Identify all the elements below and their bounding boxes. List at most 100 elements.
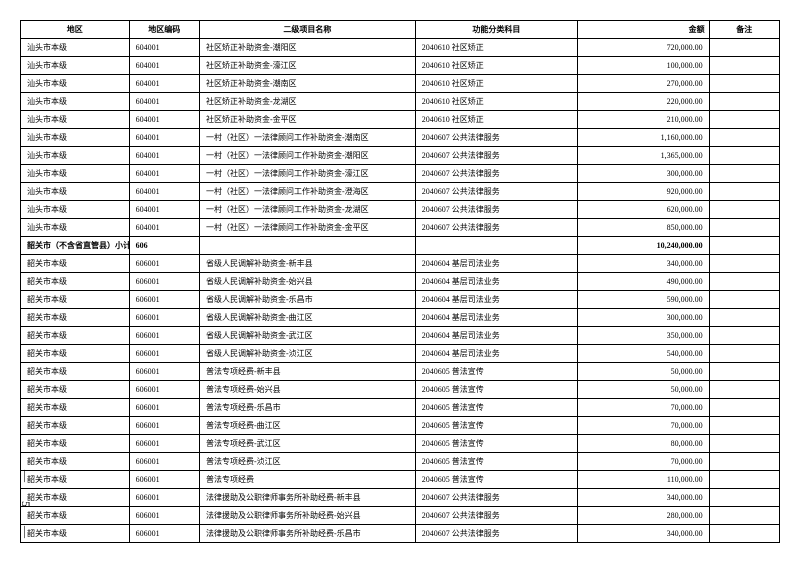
- cell-region: 汕头市本级: [21, 183, 130, 201]
- table-row: 韶关市本级606001省级人民调解补助资金-曲江区2040604 基层司法业务3…: [21, 309, 780, 327]
- cell-amount: 50,000.00: [578, 381, 710, 399]
- cell-region: 汕头市本级: [21, 129, 130, 147]
- cell-remark: [709, 327, 779, 345]
- cell-category: 2040607 公共法律服务: [415, 489, 577, 507]
- cell-region: 韶关市本级: [21, 345, 130, 363]
- cell-project: 法律援助及公职律师事务所补助经费-乐昌市: [199, 525, 415, 543]
- cell-category: 2040605 普法宣传: [415, 417, 577, 435]
- cell-project: 一村（社区）一法律顾问工作补助资金-濠江区: [199, 165, 415, 183]
- cell-code: 604001: [129, 201, 199, 219]
- cell-amount: 850,000.00: [578, 219, 710, 237]
- cell-region: 韶关市本级: [21, 309, 130, 327]
- cell-code: 606001: [129, 453, 199, 471]
- cell-category: 2040607 公共法律服务: [415, 183, 577, 201]
- cell-code: 606001: [129, 507, 199, 525]
- table-row: 汕头市本级604001社区矫正补助资金-潮阳区2040610 社区矫正720,0…: [21, 39, 780, 57]
- cell-amount: 100,000.00: [578, 57, 710, 75]
- cell-code: 606001: [129, 309, 199, 327]
- cell-project: 省级人民调解补助资金-武江区: [199, 327, 415, 345]
- cell-amount: 300,000.00: [578, 165, 710, 183]
- cell-remark: [709, 417, 779, 435]
- cell-code: 606001: [129, 345, 199, 363]
- cell-code: 604001: [129, 111, 199, 129]
- cell-region: 汕头市本级: [21, 219, 130, 237]
- cell-category: 2040604 基层司法业务: [415, 255, 577, 273]
- cell-region: 韶关市本级: [21, 471, 130, 489]
- cell-region: 汕头市本级: [21, 147, 130, 165]
- cell-code: 606001: [129, 291, 199, 309]
- cell-category: 2040610 社区矫正: [415, 111, 577, 129]
- table-row: 韶关市本级606001普法专项经费-乐昌市2040605 普法宣传70,000.…: [21, 399, 780, 417]
- table-row: 汕头市本级604001社区矫正补助资金-金平区2040610 社区矫正210,0…: [21, 111, 780, 129]
- cell-project: 省级人民调解补助资金-新丰县: [199, 255, 415, 273]
- budget-table: 地区 地区编码 二级项目名称 功能分类科目 金额 备注 汕头市本级604001社…: [20, 20, 780, 543]
- cell-code: 604001: [129, 219, 199, 237]
- cell-region: 韶关市本级: [21, 363, 130, 381]
- cell-region: 韶关市本级: [21, 489, 130, 507]
- table-row: 韶关市（不含省直管县）小计60610,240,000.00: [21, 237, 780, 255]
- cell-code: 606: [129, 237, 199, 255]
- table-row: 汕头市本级604001社区矫正补助资金-濠江区2040610 社区矫正100,0…: [21, 57, 780, 75]
- cell-category: 2040605 普法宣传: [415, 363, 577, 381]
- cell-category: 2040604 基层司法业务: [415, 327, 577, 345]
- cell-project: 社区矫正补助资金-潮南区: [199, 75, 415, 93]
- table-body: 汕头市本级604001社区矫正补助资金-潮阳区2040610 社区矫正720,0…: [21, 39, 780, 543]
- cell-project: 省级人民调解补助资金-浈江区: [199, 345, 415, 363]
- table-row: 汕头市本级604001社区矫正补助资金-龙湖区2040610 社区矫正220,0…: [21, 93, 780, 111]
- cell-category: 2040607 公共法律服务: [415, 165, 577, 183]
- cell-region: 韶关市本级: [21, 381, 130, 399]
- cell-project: 社区矫正补助资金-濠江区: [199, 57, 415, 75]
- table-row: 韶关市本级606001省级人民调解补助资金-武江区2040604 基层司法业务3…: [21, 327, 780, 345]
- table-row: 汕头市本级604001一村（社区）一法律顾问工作补助资金-濠江区2040607 …: [21, 165, 780, 183]
- table-row: 韶关市本级606001省级人民调解补助资金-新丰县2040604 基层司法业务3…: [21, 255, 780, 273]
- table-row: 韶关市本级606001省级人民调解补助资金-浈江区2040604 基层司法业务5…: [21, 345, 780, 363]
- cell-region: 韶关市本级: [21, 291, 130, 309]
- cell-remark: [709, 399, 779, 417]
- cell-region: 韶关市本级: [21, 453, 130, 471]
- cell-amount: 270,000.00: [578, 75, 710, 93]
- cell-category: 2040605 普法宣传: [415, 399, 577, 417]
- cell-amount: 220,000.00: [578, 93, 710, 111]
- cell-code: 604001: [129, 165, 199, 183]
- cell-project: 法律援助及公职律师事务所补助经费-新丰县: [199, 489, 415, 507]
- cell-project: 法律援助及公职律师事务所补助经费-始兴县: [199, 507, 415, 525]
- cell-category: 2040605 普法宣传: [415, 453, 577, 471]
- cell-remark: [709, 57, 779, 75]
- cell-project: 普法专项经费-乐昌市: [199, 399, 415, 417]
- cell-project: 一村（社区）一法律顾问工作补助资金-潮南区: [199, 129, 415, 147]
- table-row: 汕头市本级604001社区矫正补助资金-潮南区2040610 社区矫正270,0…: [21, 75, 780, 93]
- cell-category: 2040605 普法宣传: [415, 381, 577, 399]
- cell-category: 2040607 公共法律服务: [415, 147, 577, 165]
- cell-category: 2040604 基层司法业务: [415, 309, 577, 327]
- cell-remark: [709, 93, 779, 111]
- cell-category: 2040610 社区矫正: [415, 39, 577, 57]
- cell-region: 韶关市本级: [21, 507, 130, 525]
- cell-amount: 540,000.00: [578, 345, 710, 363]
- cell-code: 606001: [129, 327, 199, 345]
- cell-remark: [709, 165, 779, 183]
- cell-region: 韶关市本级: [21, 435, 130, 453]
- cell-code: 606001: [129, 399, 199, 417]
- cell-remark: [709, 489, 779, 507]
- cell-code: 606001: [129, 489, 199, 507]
- cell-project: 省级人民调解补助资金-曲江区: [199, 309, 415, 327]
- cell-region: 韶关市本级: [21, 273, 130, 291]
- cell-region: 韶关市本级: [21, 255, 130, 273]
- cell-category: 2040604 基层司法业务: [415, 273, 577, 291]
- cell-category: 2040607 公共法律服务: [415, 507, 577, 525]
- cell-amount: 340,000.00: [578, 489, 710, 507]
- cell-category: 2040607 公共法律服务: [415, 201, 577, 219]
- table-row: 韶关市本级606001普法专项经费-始兴县2040605 普法宣传50,000.…: [21, 381, 780, 399]
- cell-project: 一村（社区）一法律顾问工作补助资金-澄海区: [199, 183, 415, 201]
- cell-project: 社区矫正补助资金-潮阳区: [199, 39, 415, 57]
- cell-code: 606001: [129, 255, 199, 273]
- header-remark: 备注: [709, 21, 779, 39]
- cell-remark: [709, 507, 779, 525]
- cell-region: 韶关市本级: [21, 525, 130, 543]
- cell-region: 汕头市本级: [21, 111, 130, 129]
- cell-amount: 10,240,000.00: [578, 237, 710, 255]
- cell-region: 汕头市本级: [21, 39, 130, 57]
- header-project: 二级项目名称: [199, 21, 415, 39]
- cell-amount: 1,365,000.00: [578, 147, 710, 165]
- header-region: 地区: [21, 21, 130, 39]
